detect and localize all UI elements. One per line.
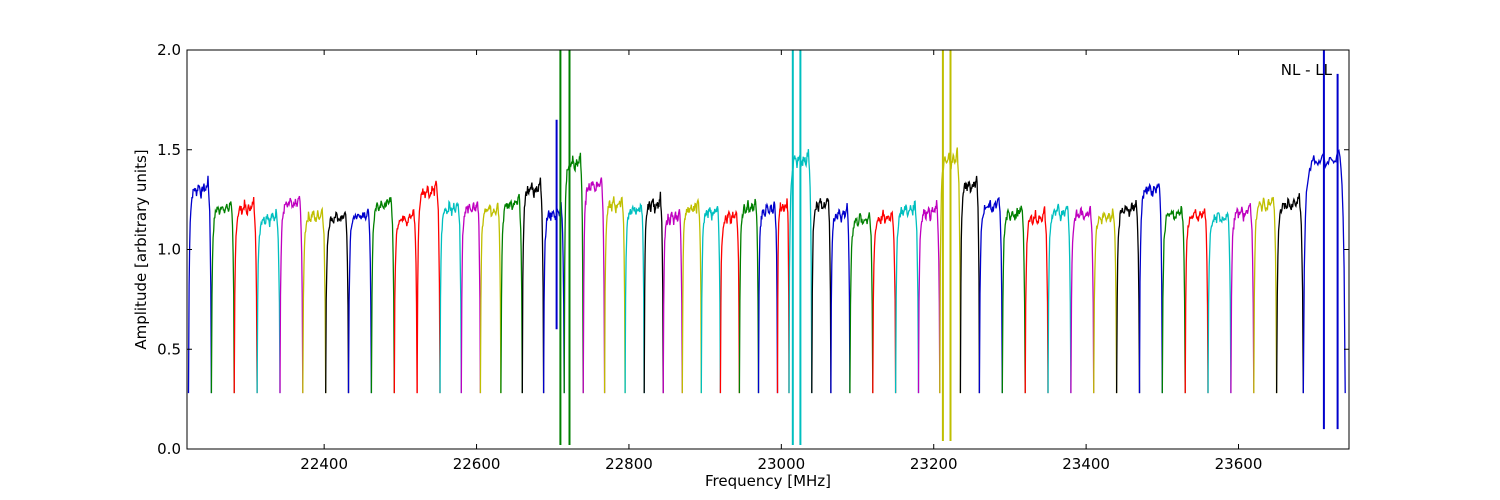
x-tick-label: 22400 (300, 455, 348, 473)
series-line (757, 201, 779, 394)
x-axis-label: Frequency [MHz] (705, 472, 831, 490)
series-line (849, 212, 874, 394)
series-line (1047, 203, 1072, 394)
spike-layer (555, 50, 1339, 445)
series-line (479, 202, 502, 394)
series-line (460, 201, 482, 394)
series-line (959, 175, 981, 394)
series-line (393, 209, 418, 394)
series-layer (187, 147, 1346, 394)
series-line (917, 200, 941, 394)
series-line (830, 203, 851, 394)
series-line (563, 152, 584, 394)
series-line (811, 197, 832, 394)
series-line (738, 198, 760, 394)
x-tick-label: 23000 (757, 455, 805, 473)
y-tick-label: 1.0 (157, 241, 181, 259)
series-line (1115, 200, 1141, 394)
x-tick-label: 23400 (1062, 455, 1110, 473)
series-line (662, 209, 683, 394)
series-line (302, 206, 327, 394)
series-line (1093, 208, 1118, 394)
y-tick-label: 0.5 (157, 340, 181, 358)
series-line (719, 209, 741, 394)
series-line (1138, 182, 1163, 394)
series-line (256, 208, 281, 394)
series-line (1207, 211, 1232, 394)
series-line (1024, 206, 1049, 394)
series-line (894, 200, 920, 394)
y-tick-label: 1.5 (157, 141, 181, 159)
series-line (776, 198, 790, 394)
series-line (582, 177, 606, 394)
series-line (603, 196, 626, 394)
series-line (279, 195, 304, 394)
series-line (1184, 208, 1209, 394)
series-line (1001, 205, 1026, 394)
plot-area (187, 50, 1349, 449)
x-tick-label: 23600 (1215, 455, 1263, 473)
series-line (681, 197, 702, 394)
series-line (370, 197, 395, 394)
series-line (1161, 205, 1186, 394)
x-tick-label: 23200 (910, 455, 958, 473)
series-line (187, 175, 213, 394)
series-line (978, 196, 1003, 394)
series-line (500, 193, 523, 394)
y-axis-label: Amplitude [arbitrary units] (132, 149, 150, 349)
series-line (643, 191, 664, 394)
x-tick-label: 22600 (453, 455, 501, 473)
series-line (624, 202, 645, 394)
series-line (521, 177, 545, 394)
series-line (1275, 193, 1304, 394)
series-line (1070, 205, 1095, 394)
series-line (700, 206, 722, 394)
series-line (416, 180, 441, 394)
y-tick-label: 2.0 (157, 41, 181, 59)
series-line (872, 209, 897, 394)
chart-annotation: NL - LL (1281, 61, 1333, 79)
series-line (210, 201, 235, 394)
y-axis-ticks: 0.0 0.5 1.0 1.5 2.0 (157, 41, 1349, 458)
series-line (347, 208, 373, 394)
series-line (439, 199, 462, 394)
x-axis-ticks: 22400 22600 22800 23000 23200 23400 23600 (300, 50, 1262, 473)
series-line (1253, 196, 1278, 394)
series-line (1230, 203, 1255, 394)
series-line (325, 210, 350, 394)
x-tick-label: 22800 (605, 455, 653, 473)
series-line (233, 196, 258, 394)
y-tick-label: 0.0 (157, 440, 181, 458)
